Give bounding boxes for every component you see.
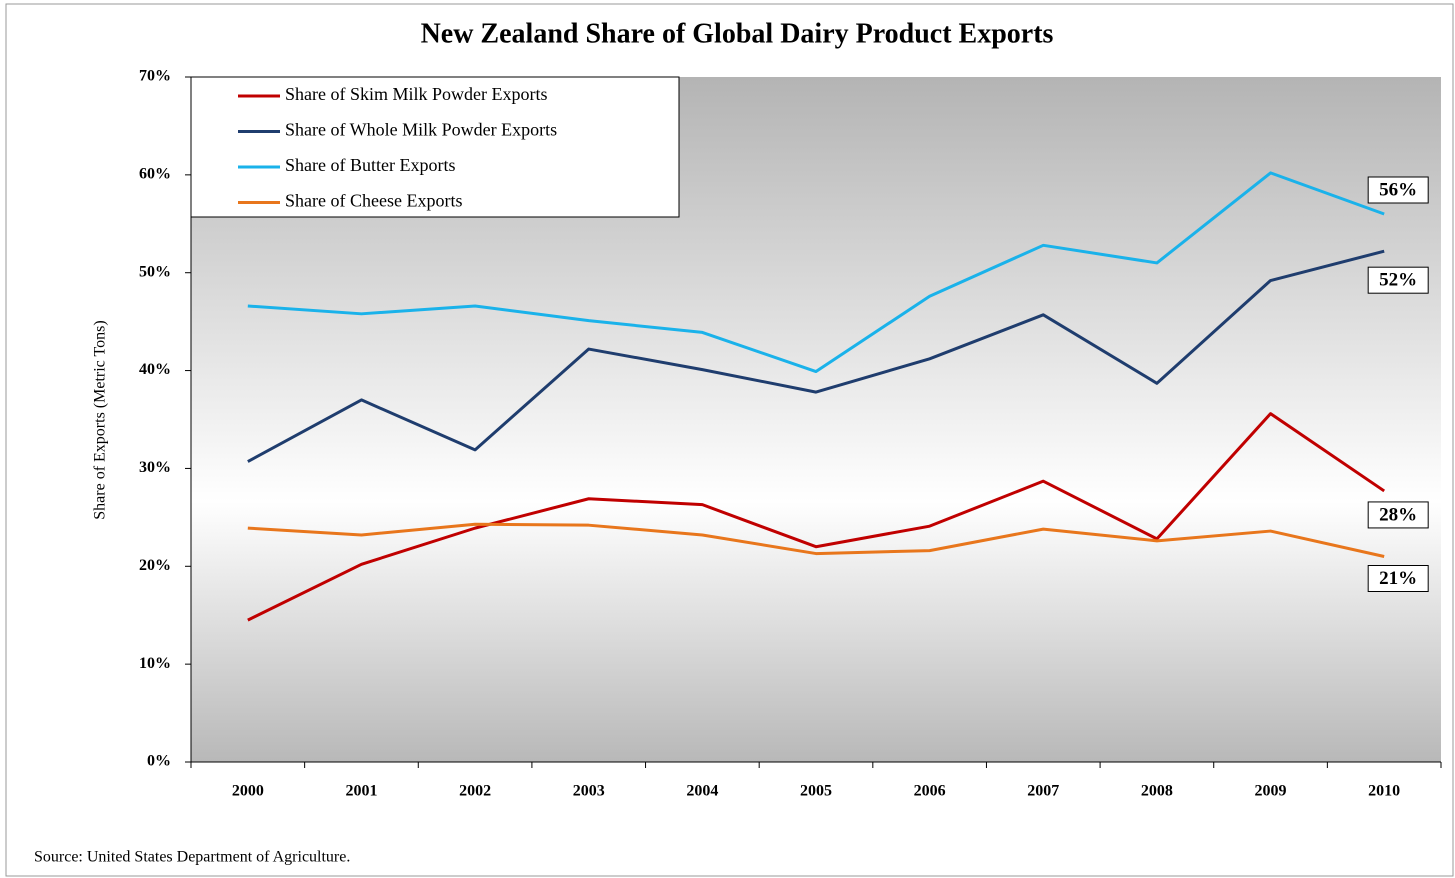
chart-title: New Zealand Share of Global Dairy Produc… xyxy=(421,18,1054,49)
legend-box xyxy=(190,76,680,218)
x-tick-label: 2006 xyxy=(914,783,946,800)
y-tick-label: 60% xyxy=(139,166,171,183)
x-tick-label: 2001 xyxy=(345,783,377,800)
y-axis-label: Share of Exports (Metric Tons) xyxy=(92,320,109,519)
value-label: 21% xyxy=(1379,568,1417,589)
value-label: 56% xyxy=(1379,179,1417,200)
series-line xyxy=(247,412,1386,622)
y-tick-label: 0% xyxy=(147,753,171,770)
x-tick-label: 2010 xyxy=(1368,783,1400,800)
value-label: 52% xyxy=(1379,270,1417,291)
legend-label: Share of Cheese Exports xyxy=(285,191,462,211)
source-note: Source: United States Department of Agri… xyxy=(34,849,350,866)
value-label-box xyxy=(1367,565,1429,592)
value-label: 28% xyxy=(1379,504,1417,525)
x-tick-label: 2005 xyxy=(800,783,832,800)
y-tick-label: 70% xyxy=(139,68,171,85)
x-tick-label: 2004 xyxy=(686,783,718,800)
series-line xyxy=(247,249,1385,463)
x-tick-label: 2008 xyxy=(1141,783,1173,800)
x-tick-label: 2003 xyxy=(573,783,605,800)
legend-label: Share of Skim Milk Powder Exports xyxy=(285,84,548,104)
y-tick-label: 10% xyxy=(139,655,171,672)
x-tick-label: 2000 xyxy=(232,783,264,800)
y-tick-label: 40% xyxy=(139,361,171,378)
value-label-box xyxy=(1367,266,1429,294)
legend-label: Share of Butter Exports xyxy=(285,155,455,175)
value-label-box xyxy=(1367,176,1429,204)
x-tick-label: 2002 xyxy=(459,783,491,800)
series-line xyxy=(247,171,1385,374)
x-tick-label: 2009 xyxy=(1255,783,1287,800)
series-line xyxy=(247,522,1385,558)
x-tick-label: 2007 xyxy=(1027,783,1059,800)
value-label-box xyxy=(1367,501,1429,529)
y-tick-label: 30% xyxy=(139,459,171,476)
y-tick-label: 20% xyxy=(139,557,171,574)
legend-label: Share of Whole Milk Powder Exports xyxy=(285,120,557,140)
y-tick-label: 50% xyxy=(139,263,171,280)
